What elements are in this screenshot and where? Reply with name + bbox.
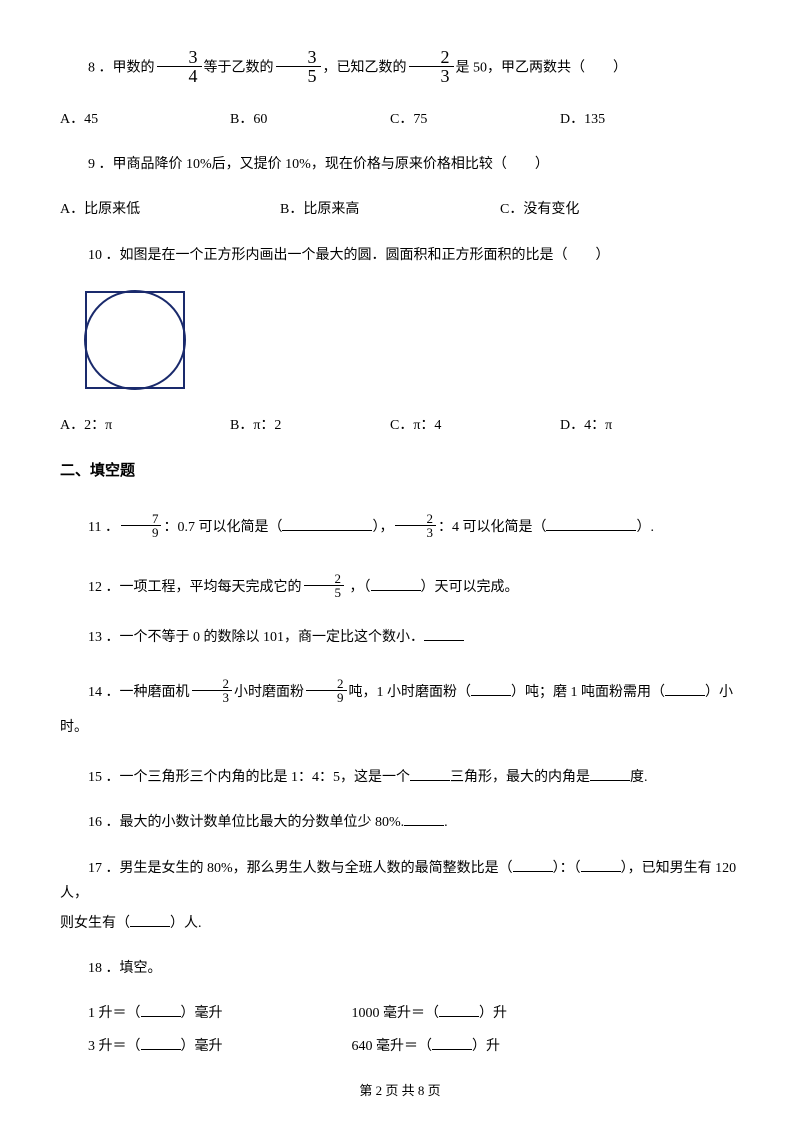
q9-option-a: A．比原来低 xyxy=(60,197,280,222)
fraction-2-5: 25 xyxy=(304,572,345,599)
q8-suffix: 是 50，甲乙两数共（ ） xyxy=(456,61,628,76)
question-11: 11 ．79：0.7 可以化简是（ ），23：4 可以化简是（ ）. xyxy=(60,510,740,545)
question-14: 14 ．一种磨面机23小时磨面粉29吨，1 小时磨面粉（ ）吨；磨 1 吨面粉需用… xyxy=(60,675,740,745)
circle-in-square-figure xyxy=(80,288,190,393)
q13-prefix: 13 ．一个不等于 0 的数除以 101，商一定比这个数小． xyxy=(88,630,424,645)
q15-prefix: 15 ．一个三角形三个内角的比是 1：4：5，这是一个 xyxy=(88,770,410,785)
question-16: 16 ．最大的小数计数单位比最大的分数单位少 80%.. xyxy=(60,810,740,835)
question-10: 10 ．如图是在一个正方形内画出一个最大的圆．圆面积和正方形面积的比是（ ） xyxy=(60,243,740,268)
q10-option-a: A．2：π xyxy=(60,413,230,438)
q14-mid1: 小时磨面粉 xyxy=(234,685,304,700)
blank-input[interactable] xyxy=(282,517,372,531)
blank-input[interactable] xyxy=(513,858,553,872)
q11-suffix: ）. xyxy=(636,520,654,535)
question-12: 12 ．一项工程，平均每天完成它的25 ，（ ）天可以完成。 xyxy=(60,570,740,605)
q10-option-c: C．π：4 xyxy=(390,413,560,438)
q18-r1d: ）升 xyxy=(479,1006,507,1021)
q14-prefix: 14 ．一种磨面机 xyxy=(88,685,190,700)
q17-line2-suffix: ）人. xyxy=(170,916,202,931)
fraction-2-3: 23 xyxy=(192,677,233,704)
q16-suffix: . xyxy=(444,815,448,830)
blank-input[interactable] xyxy=(404,812,444,826)
q11-mid2: ）， xyxy=(372,520,393,535)
section-2-title: 二、填空题 xyxy=(60,458,740,485)
q18-title: 18 ．填空。 xyxy=(88,961,162,976)
q9-option-b: B．比原来高 xyxy=(280,197,500,222)
q18-r2b: ）毫升 xyxy=(181,1039,223,1054)
q18-r2c: 640 毫升＝（ xyxy=(352,1039,433,1054)
blank-input[interactable] xyxy=(581,858,621,872)
fraction-2-3: 23 xyxy=(409,48,454,85)
q10-option-d: D．4：π xyxy=(560,413,700,438)
fraction-7-9: 79 xyxy=(121,512,162,539)
q14-mid3: ）吨；磨 1 吨面粉需用（ xyxy=(511,685,665,700)
q18-r2a: 3 升＝（ xyxy=(88,1039,141,1054)
q8-option-a: A．45 xyxy=(60,107,230,132)
q15-mid1: 三角形，最大的内角是 xyxy=(450,770,590,785)
page-footer: 第 2 页 共 8 页 xyxy=(0,1079,800,1102)
q18-r1b: ）毫升 xyxy=(181,1006,223,1021)
question-13: 13 ．一个不等于 0 的数除以 101，商一定比这个数小． xyxy=(60,625,740,650)
q8-option-b: B．60 xyxy=(230,107,390,132)
blank-input[interactable] xyxy=(141,1003,181,1017)
q8-option-d: D．135 xyxy=(560,107,700,132)
question-15: 15 ．一个三角形三个内角的比是 1：4：5，这是一个 三角形，最大的内角是 度. xyxy=(60,765,740,790)
q8-option-c: C．75 xyxy=(390,107,560,132)
blank-input[interactable] xyxy=(424,627,464,641)
q12-suffix: ）天可以完成。 xyxy=(421,580,519,595)
q10-option-b: B．π：2 xyxy=(230,413,390,438)
q11-mid3: ：4 可以化简是（ xyxy=(438,520,547,535)
blank-input[interactable] xyxy=(590,767,630,781)
q11-mid1: ：0.7 可以化简是（ xyxy=(163,520,282,535)
question-8: 8 ．甲数的34等于乙数的35，已知乙数的23是 50，甲乙两数共（ ） xyxy=(60,50,740,87)
q8-mid2: ，已知乙数的 xyxy=(323,61,407,76)
question-17: 17 ．男生是女生的 80%，那么男生人数与全班人数的最简整数比是（）：（），已… xyxy=(60,856,740,906)
blank-input[interactable] xyxy=(439,1003,479,1017)
q8-mid1: 等于乙数的 xyxy=(204,61,274,76)
q8-prefix: 8 ．甲数的 xyxy=(88,61,155,76)
question-18: 18 ．填空。 xyxy=(60,956,740,981)
blank-input[interactable] xyxy=(665,682,705,696)
q18-r1a: 1 升＝（ xyxy=(88,1006,141,1021)
fraction-3-4: 34 xyxy=(157,48,202,85)
q17-line2-prefix: 则女生有（ xyxy=(60,916,130,931)
q17-prefix: 17 ．男生是女生的 80%，那么男生人数与全班人数的最简整数比是（ xyxy=(88,861,513,876)
q18-r1c: 1000 毫升＝（ xyxy=(352,1006,440,1021)
q12-prefix: 12 ．一项工程，平均每天完成它的 xyxy=(88,580,302,595)
q10-text: 10 ．如图是在一个正方形内画出一个最大的圆．圆面积和正方形面积的比是（ ） xyxy=(88,248,610,263)
q17-mid1: ）：（ xyxy=(553,861,581,876)
q11-prefix: 11 ． xyxy=(88,520,119,535)
blank-input[interactable] xyxy=(432,1036,472,1050)
blank-input[interactable] xyxy=(130,913,170,927)
blank-input[interactable] xyxy=(546,517,636,531)
fraction-2-9: 29 xyxy=(306,677,347,704)
q15-suffix: 度. xyxy=(630,770,648,785)
q14-mid2: 吨，1 小时磨面粉（ xyxy=(349,685,472,700)
q16-prefix: 16 ．最大的小数计数单位比最大的分数单位少 80%. xyxy=(88,815,404,830)
q9-option-c: C．没有变化 xyxy=(500,197,720,222)
blank-input[interactable] xyxy=(141,1036,181,1050)
q10-options: A．2：π B．π：2 C．π：4 D．4：π xyxy=(60,413,740,438)
question-17-line2: 则女生有（ ）人. xyxy=(60,911,740,936)
q18-row2: 3 升＝（ ）毫升 640 毫升＝（ ）升 xyxy=(88,1034,740,1059)
q18-row1: 1 升＝（ ）毫升 1000 毫升＝（ ）升 xyxy=(88,1001,740,1026)
q9-options: A．比原来低 B．比原来高 C．没有变化 xyxy=(60,197,740,222)
blank-input[interactable] xyxy=(410,767,450,781)
q8-options: A．45 B．60 C．75 D．135 xyxy=(60,107,740,132)
q9-text: 9 ．甲商品降价 10%后，又提价 10%，现在价格与原来价格相比较（ ） xyxy=(88,157,549,172)
question-9: 9 ．甲商品降价 10%后，又提价 10%，现在价格与原来价格相比较（ ） xyxy=(60,152,740,177)
fraction-2-3: 23 xyxy=(395,512,436,539)
blank-input[interactable] xyxy=(471,682,511,696)
q12-mid1: ，（ xyxy=(346,580,371,595)
blank-input[interactable] xyxy=(371,577,421,591)
q18-r2d: ）升 xyxy=(472,1039,500,1054)
fraction-3-5: 35 xyxy=(276,48,321,85)
